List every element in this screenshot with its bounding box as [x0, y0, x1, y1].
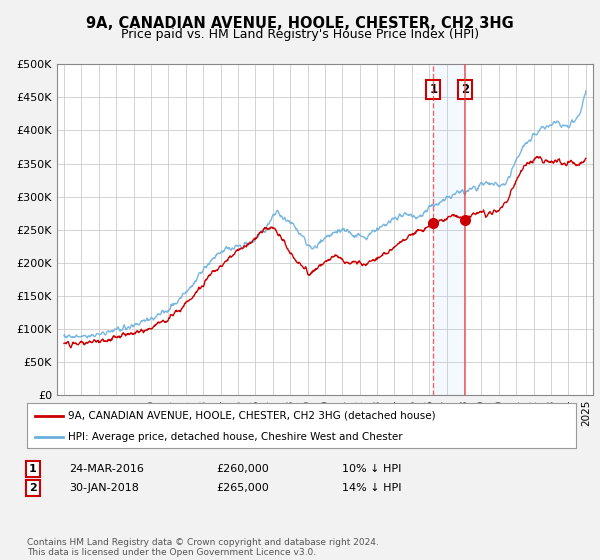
Text: Contains HM Land Registry data © Crown copyright and database right 2024.
This d: Contains HM Land Registry data © Crown c… — [27, 538, 379, 557]
Text: Price paid vs. HM Land Registry's House Price Index (HPI): Price paid vs. HM Land Registry's House … — [121, 28, 479, 41]
Text: 30-JAN-2018: 30-JAN-2018 — [69, 483, 139, 493]
Text: £260,000: £260,000 — [216, 464, 269, 474]
Text: 2: 2 — [29, 483, 37, 493]
Text: 9A, CANADIAN AVENUE, HOOLE, CHESTER, CH2 3HG (detached house): 9A, CANADIAN AVENUE, HOOLE, CHESTER, CH2… — [68, 410, 436, 421]
Bar — [433, 64, 466, 395]
Text: 2: 2 — [461, 83, 470, 96]
Text: HPI: Average price, detached house, Cheshire West and Chester: HPI: Average price, detached house, Ches… — [68, 432, 403, 442]
Text: 24-MAR-2016: 24-MAR-2016 — [69, 464, 144, 474]
Text: 14% ↓ HPI: 14% ↓ HPI — [342, 483, 401, 493]
Text: 1: 1 — [429, 83, 437, 96]
Text: £265,000: £265,000 — [216, 483, 269, 493]
Text: 9A, CANADIAN AVENUE, HOOLE, CHESTER, CH2 3HG: 9A, CANADIAN AVENUE, HOOLE, CHESTER, CH2… — [86, 16, 514, 31]
Text: 1: 1 — [29, 464, 37, 474]
Text: 10% ↓ HPI: 10% ↓ HPI — [342, 464, 401, 474]
